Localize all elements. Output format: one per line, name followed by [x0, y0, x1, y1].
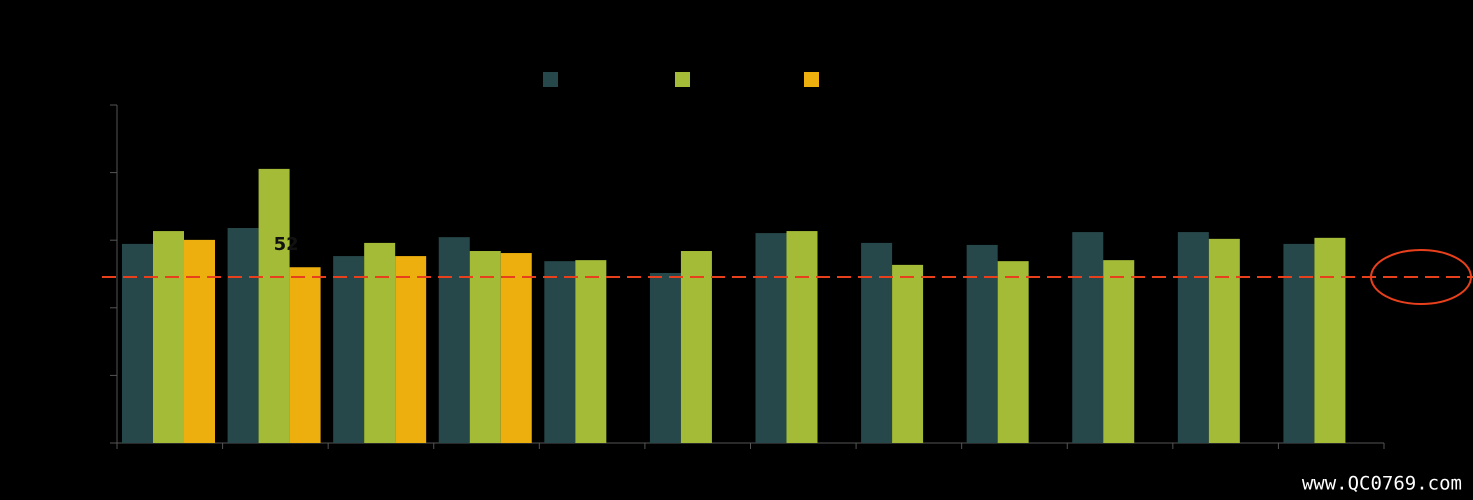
bar [153, 231, 184, 443]
watermark: www.QC0769.com [1302, 473, 1462, 495]
bar [544, 261, 576, 443]
data-label: 52 [274, 234, 299, 255]
bar [755, 233, 787, 443]
bar [575, 260, 607, 443]
bar [786, 231, 818, 443]
bar [680, 251, 712, 443]
bar [438, 237, 470, 443]
plot-area: 52 [102, 72, 1473, 449]
bar [861, 242, 893, 443]
bar [258, 168, 290, 443]
bar [122, 243, 153, 443]
bar [364, 242, 396, 443]
highlight-ellipse [1370, 249, 1472, 305]
bar [227, 228, 259, 443]
bar [1208, 238, 1240, 443]
bar [966, 244, 998, 443]
bar [997, 261, 1029, 443]
bar [184, 239, 215, 443]
bar [649, 272, 681, 443]
bar [1283, 243, 1315, 443]
legend-swatch [543, 72, 558, 87]
bar [892, 264, 924, 443]
bar [333, 256, 365, 443]
legend-swatch [675, 72, 690, 87]
bar [289, 267, 321, 443]
bar [469, 251, 501, 443]
bar [500, 253, 532, 443]
bar [395, 256, 427, 443]
bar [1177, 232, 1209, 443]
bar [1314, 237, 1346, 443]
legend-swatch [804, 72, 819, 87]
bar [1103, 260, 1135, 443]
bar [1072, 232, 1104, 443]
